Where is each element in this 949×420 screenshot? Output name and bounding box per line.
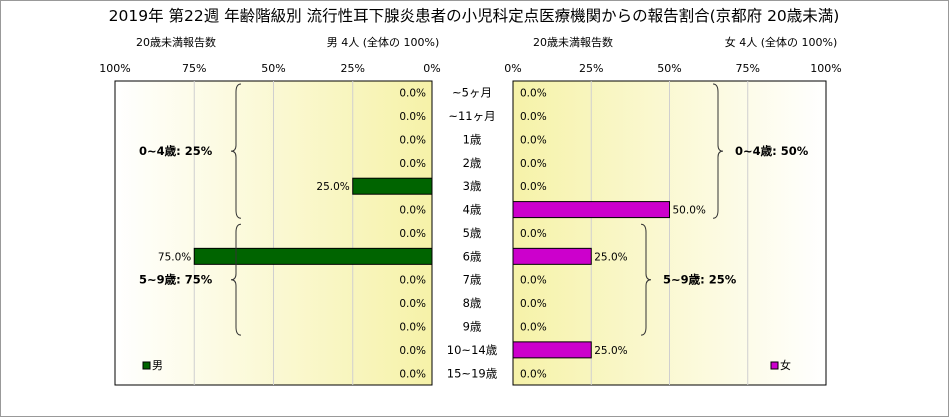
male-value-label: 0.0% [399, 88, 426, 100]
category-label: ~5ヶ月 [452, 86, 492, 100]
female-value-label: 0.0% [520, 275, 547, 287]
male-group-label: 5~9歳: 75% [139, 273, 213, 287]
male-value-label: 0.0% [399, 345, 426, 357]
right-tick-label: 0% [504, 62, 521, 75]
male-legend-label: 男 [152, 359, 163, 372]
male-value-label: 0.0% [399, 298, 426, 310]
male-legend-swatch [142, 361, 151, 370]
male-value-label: 0.0% [399, 111, 426, 123]
category-label: 8歳 [463, 296, 482, 310]
category-label: 5歳 [463, 226, 482, 240]
male-value-label: 0.0% [399, 228, 426, 240]
category-label: 3歳 [463, 179, 482, 193]
male-value-label: 0.0% [399, 134, 426, 146]
female-group-label: 5~9歳: 25% [663, 273, 737, 287]
male-value-label: 0.0% [399, 158, 426, 170]
female-value-label: 0.0% [520, 181, 547, 193]
category-label: ~11ヶ月 [448, 109, 495, 123]
left-subtitle-total: 男 4人 (全体の 100%) [327, 35, 440, 49]
left-tick-label: 100% [99, 62, 130, 75]
right-subtitle-count: 20歳未満報告数 [533, 36, 613, 49]
female-value-label: 0.0% [520, 88, 547, 100]
female-legend-swatch [770, 361, 779, 370]
female-value-label: 0.0% [520, 298, 547, 310]
female-bar [512, 247, 592, 265]
female-group-label: 0~4歳: 50% [735, 144, 809, 158]
female-value-label: 25.0% [594, 251, 627, 263]
male-group-label: 0~4歳: 25% [139, 144, 213, 158]
right-tick-label: 75% [736, 62, 760, 75]
left-subtitle-count: 20歳未満報告数 [136, 36, 216, 49]
male-value-label: 0.0% [399, 368, 426, 380]
male-value-label: 25.0% [316, 181, 349, 193]
female-value-label: 0.0% [520, 228, 547, 240]
male-bar [193, 247, 433, 265]
male-value-label: 0.0% [399, 205, 426, 217]
male-value-label: 75.0% [158, 251, 191, 263]
female-value-label: 0.0% [520, 321, 547, 333]
female-value-label: 50.0% [673, 205, 706, 217]
category-label: 9歳 [463, 319, 482, 333]
female-group-brace [640, 223, 652, 336]
category-label: 15~19歳 [447, 366, 498, 380]
female-bar [512, 201, 670, 219]
chart-title: 2019年 第22週 年齢階級別 流行性耳下腺炎患者の小児科定点医療機関からの報… [109, 7, 840, 25]
female-value-label: 0.0% [520, 158, 547, 170]
female-bar [512, 341, 592, 359]
left-tick-label: 75% [182, 62, 206, 75]
female-legend-label: 女 [780, 358, 791, 372]
left-tick-label: 0% [423, 62, 440, 75]
male-bar [352, 177, 433, 195]
female-value-label: 0.0% [520, 134, 547, 146]
right-tick-label: 25% [579, 62, 603, 75]
female-value-label: 0.0% [520, 368, 547, 380]
category-label: 7歳 [463, 273, 482, 287]
female-value-label: 25.0% [594, 345, 627, 357]
category-label: 4歳 [463, 203, 482, 217]
category-label: 6歳 [463, 249, 482, 263]
male-value-label: 0.0% [399, 321, 426, 333]
category-label: 2歳 [463, 156, 482, 170]
right-subtitle-total: 女 4人 (全体の 100%) [725, 35, 838, 49]
female-value-label: 0.0% [520, 111, 547, 123]
right-tick-label: 100% [810, 62, 841, 75]
female-group-brace [712, 83, 724, 219]
category-label: 1歳 [463, 132, 482, 146]
left-tick-label: 50% [261, 62, 285, 75]
right-tick-label: 50% [657, 62, 681, 75]
male-group-brace [230, 83, 242, 219]
male-group-brace [230, 223, 242, 336]
male-value-label: 0.0% [399, 275, 426, 287]
category-label: 10~14歳 [447, 343, 498, 357]
left-tick-label: 25% [341, 62, 365, 75]
